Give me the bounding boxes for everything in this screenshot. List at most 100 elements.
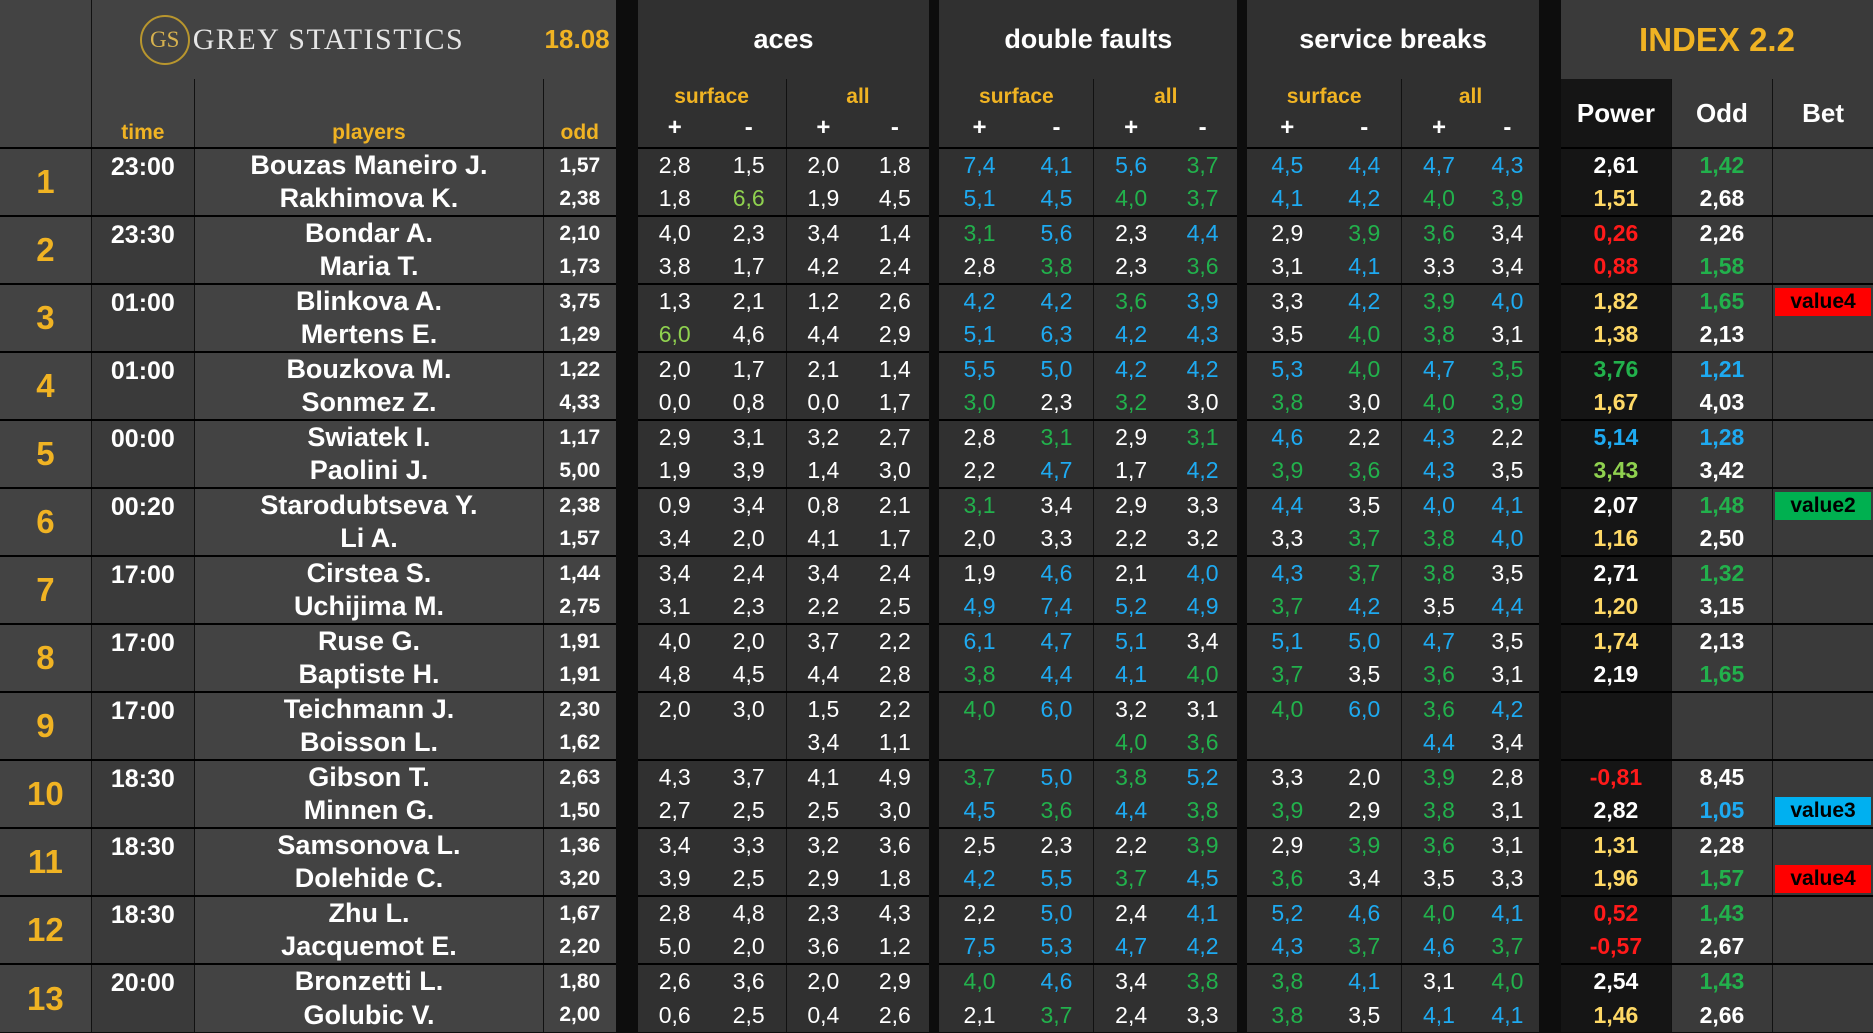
stat-cell: 4,6 xyxy=(1237,419,1328,454)
stat-cell: 4,4 xyxy=(1168,215,1243,250)
stat-cell: 3,2 xyxy=(1093,691,1169,726)
player-odd: 1,67 xyxy=(542,895,627,930)
stat-cell: 4,9 xyxy=(929,590,1020,624)
player-odd: 5,00 xyxy=(542,454,627,488)
stat-cell: 1,4 xyxy=(785,454,861,488)
index-odd-value: 2,67 xyxy=(1670,930,1773,964)
logo: GS GREY STATISTICS xyxy=(90,0,544,79)
index-odd-value: 1,42 xyxy=(1670,147,1773,182)
stat-cell: 3,9 xyxy=(1475,182,1551,216)
stat-cell: 3,0 xyxy=(860,794,935,828)
stat-cell: 2,2 xyxy=(1093,522,1169,556)
player-row: 8 17:00 Ruse G. 1,91 4,0 2,0 3,7 2,2 6,1 4,7 5,1 3,… xyxy=(0,623,1873,692)
date-label: 18.08 xyxy=(543,0,627,79)
stat-cell: 3,4 xyxy=(1475,215,1551,250)
stat-cell: 3,4 xyxy=(615,555,712,590)
match-time: 01:00 xyxy=(90,351,195,420)
stat-cell: 3,5 xyxy=(1237,318,1328,352)
stat-cell: 3,4 xyxy=(1475,726,1551,760)
player-row: Minnen G. 1,50 2,7 2,5 2,5 3,0 4,5 3,6 4,4 3,8 3,9… xyxy=(0,794,1873,828)
stat-cell: 3,6 xyxy=(785,930,861,964)
stat-cell: 2,3 xyxy=(711,590,787,624)
stat-cell: 4,0 xyxy=(1093,182,1169,216)
power-value: 1,46 xyxy=(1538,998,1672,1032)
stat-cell: 2,1 xyxy=(785,351,861,386)
stat-cell: 3,5 xyxy=(1475,454,1551,488)
match-time: 23:00 xyxy=(90,147,195,216)
index-odd-value: 1,43 xyxy=(1670,895,1773,930)
stat-cell: 4,0 xyxy=(615,623,712,658)
power-value: 2,07 xyxy=(1538,487,1672,522)
stat-cell: 2,0 xyxy=(615,691,712,726)
stat-cell: 5,5 xyxy=(929,351,1020,386)
stat-cell: 4,1 xyxy=(1237,182,1328,216)
stat-cell: 3,7 xyxy=(929,759,1020,794)
index-odd-value: 3,42 xyxy=(1670,454,1773,488)
player-odd: 3,75 xyxy=(542,283,627,318)
player-odd: 1,91 xyxy=(542,658,627,692)
bet-cell xyxy=(1772,623,1873,658)
stat-cell: 2,0 xyxy=(785,963,861,998)
power-value: 1,20 xyxy=(1538,590,1672,624)
stat-cell: 3,1 xyxy=(929,215,1020,250)
stat-cell: 4,3 xyxy=(1401,454,1476,488)
player-row: Rakhimova K. 2,38 1,8 6,6 1,9 4,5 5,1 4,5 4,0 3,7… xyxy=(0,182,1873,216)
match-number: 10 xyxy=(0,759,92,828)
stat-cell: 1,4 xyxy=(860,351,935,386)
player-odd: 1,17 xyxy=(542,419,627,454)
stat-cell: 2,7 xyxy=(860,419,935,454)
stat-cell: 2,9 xyxy=(1093,487,1169,522)
stat-cell: 6,6 xyxy=(711,182,787,216)
stat-cell: 4,1 xyxy=(1168,895,1243,930)
stat-cell: 2,1 xyxy=(929,998,1020,1032)
logo-monogram: GS xyxy=(139,14,190,65)
power-value xyxy=(1538,726,1672,760)
stat-cell: 3,1 xyxy=(1475,827,1551,862)
player-odd: 2,38 xyxy=(542,487,627,522)
stat-cell: 4,2 xyxy=(785,250,861,284)
player-name: Li A. xyxy=(194,522,544,556)
stat-cell xyxy=(711,726,787,760)
stat-cell: 4,3 xyxy=(1401,419,1476,454)
stat-cell: 3,7 xyxy=(1168,147,1243,182)
stat-cell: 3,9 xyxy=(1475,386,1551,420)
stat-cell: 4,0 xyxy=(615,215,712,250)
stat-cell: 2,8 xyxy=(1475,759,1551,794)
stat-cell: 3,7 xyxy=(1237,658,1328,692)
stat-cell: 0,0 xyxy=(615,386,712,420)
stat-cell: 4,4 xyxy=(1327,147,1402,182)
stat-cell: 4,0 xyxy=(1168,555,1243,590)
stat-cell: 3,6 xyxy=(1093,283,1169,318)
bet-cell xyxy=(1772,182,1873,216)
stat-cell: 2,2 xyxy=(1093,827,1169,862)
player-name: Samsonova L. xyxy=(194,827,544,862)
bet-cell xyxy=(1772,351,1873,386)
match-number: 2 xyxy=(0,215,92,284)
match-number: 7 xyxy=(0,555,92,624)
stat-cell: 2,5 xyxy=(711,862,787,896)
stat-cell: 3,1 xyxy=(1168,691,1243,726)
stat-cell: 1,3 xyxy=(615,283,712,318)
stat-cell: 2,4 xyxy=(860,555,935,590)
stat-cell: 3,1 xyxy=(1237,250,1328,284)
match-number: 1 xyxy=(0,147,92,216)
stat-cell: 3,8 xyxy=(1401,555,1476,590)
player-row: Dolehide C. 3,20 3,9 2,5 2,9 1,8 4,2 5,5 3,7 4,5 3… xyxy=(0,862,1873,896)
stat-cell: 3,9 xyxy=(1401,759,1476,794)
index-odd-value: 2,26 xyxy=(1670,215,1773,250)
stat-cell xyxy=(1237,726,1328,760)
stat-cell: 4,7 xyxy=(1401,623,1476,658)
stat-cell: 4,1 xyxy=(785,759,861,794)
index-title: INDEX 2.2 xyxy=(1539,0,1873,79)
stat-cell: 2,6 xyxy=(860,998,935,1032)
stat-cell: 4,4 xyxy=(1019,658,1094,692)
player-row: 5 00:00 Swiatek I. 1,17 2,9 3,1 3,2 2,7 2,8 3,1 2,… xyxy=(0,419,1873,488)
stat-cell: 2,0 xyxy=(711,522,787,556)
player-row: 11 18:30 Samsonova L. 1,36 3,4 3,3 3,2 3,6 2,5 2,… xyxy=(0,827,1873,896)
stat-cell: 1,7 xyxy=(860,386,935,420)
stat-cell: 1,9 xyxy=(929,555,1020,590)
stat-cell: 3,6 xyxy=(1168,726,1243,760)
stat-cell: 3,2 xyxy=(1093,386,1169,420)
index-odd-value xyxy=(1670,726,1773,760)
stat-cell: 2,8 xyxy=(929,419,1020,454)
